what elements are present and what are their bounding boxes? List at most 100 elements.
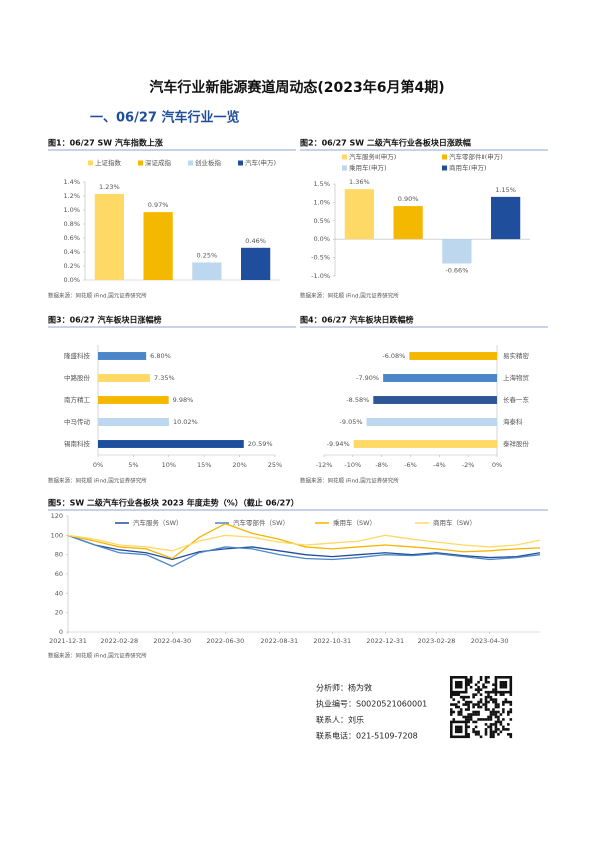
qr-cell <box>504 698 508 701</box>
qr-cell <box>464 735 468 739</box>
qr-cell <box>509 676 513 679</box>
qr-cell <box>497 733 500 736</box>
qr-cell <box>509 718 513 721</box>
qr-cell <box>487 718 490 721</box>
qr-cell <box>492 698 495 701</box>
qr-cell <box>472 695 475 699</box>
x-tick-label: 0% <box>93 461 103 469</box>
value-label: 7.35% <box>154 374 175 382</box>
qr-cell <box>499 723 503 726</box>
qr-cell <box>479 718 483 721</box>
qr-cell <box>469 713 473 716</box>
qr-cell <box>474 733 478 736</box>
qr-cell <box>484 708 488 711</box>
qr-cell <box>484 698 488 701</box>
bar <box>491 196 521 240</box>
value-label: -9.94% <box>327 440 350 448</box>
qr-cell <box>487 693 490 696</box>
qr-cell <box>452 690 456 694</box>
qr-cell <box>507 710 510 714</box>
qr-cell <box>452 693 456 696</box>
qr-cell <box>487 695 490 699</box>
qr-cell <box>484 705 488 709</box>
value-label: 20.59% <box>248 440 273 448</box>
qr-cell <box>454 685 458 689</box>
qr-cell <box>450 708 453 711</box>
qr-cell <box>484 718 488 721</box>
legend-label: 汽车服务Ⅱ(申万) <box>349 152 396 161</box>
category-label: 泰祥股份 <box>503 439 530 448</box>
qr-cell <box>509 690 513 694</box>
qr-cell <box>472 710 475 714</box>
qr-cell <box>469 718 473 721</box>
qr-cell <box>452 703 456 706</box>
qr-cell <box>464 695 468 699</box>
qr-cell <box>484 700 488 704</box>
qr-cell <box>502 683 505 687</box>
x-tick-label: -10% <box>344 461 361 469</box>
qr-cell <box>494 728 498 731</box>
qr-cell <box>497 690 500 694</box>
qr-cell <box>502 676 505 679</box>
x-tick-label: 2022-10-31 <box>313 637 351 645</box>
category-label: 上海物贸 <box>503 373 530 382</box>
qr-cell <box>487 680 490 684</box>
qr-cell <box>464 685 468 689</box>
qr-cell <box>487 725 490 729</box>
bar <box>143 212 173 280</box>
qr-cell <box>450 693 453 696</box>
qr-cell <box>464 720 468 724</box>
qr-cell <box>454 720 458 724</box>
qr-cell <box>457 710 461 714</box>
category-label: 海泰科 <box>503 417 523 426</box>
x-tick-label: -2% <box>462 461 475 469</box>
qr-cell <box>509 710 513 714</box>
legend-label: 汽车(申万) <box>245 158 276 167</box>
qr-cell <box>502 703 505 706</box>
bar <box>393 206 423 240</box>
qr-cell <box>454 705 458 709</box>
qr-cell <box>484 695 488 699</box>
qr-cell <box>462 715 465 719</box>
qr-cell <box>477 730 480 734</box>
qr-cell <box>464 715 468 719</box>
qr-cell <box>464 683 468 687</box>
qr-cell <box>492 683 495 687</box>
qr-cell <box>494 705 498 709</box>
qr-cell <box>492 713 495 716</box>
legend-label: 乘用车（SW） <box>333 518 376 527</box>
qr-cell <box>464 676 468 679</box>
qr-cell <box>497 720 500 724</box>
qr-cell <box>467 733 470 736</box>
bar <box>353 440 497 448</box>
qr-cell <box>467 725 470 729</box>
qr-cell <box>457 690 461 694</box>
value-label: 6.80% <box>150 352 171 360</box>
qr-cell <box>502 700 505 704</box>
source-note: 数据来源：同花顺 iFind,国元证券研究所 <box>48 652 147 660</box>
series-line <box>67 534 541 561</box>
qr-cell <box>477 700 480 704</box>
qr-cell <box>457 693 461 696</box>
bar <box>442 239 472 264</box>
qr-cell <box>494 720 498 724</box>
y-tick-label: 80 <box>55 551 63 559</box>
qr-cell <box>504 683 508 687</box>
y-tick-label: 1.0% <box>63 206 80 214</box>
qr-cell <box>474 693 478 696</box>
qr-cell <box>499 680 503 684</box>
qr-cell <box>467 713 470 716</box>
y-tick-label: 40 <box>55 589 63 597</box>
qr-cell <box>492 690 495 694</box>
qr-cell <box>489 730 493 734</box>
qr-cell <box>509 688 513 691</box>
series-line <box>67 523 541 560</box>
qr-cell <box>492 710 495 714</box>
qr-cell <box>502 708 505 711</box>
category-label: 锡南科技 <box>64 439 91 448</box>
category-label: 中路股份 <box>64 373 91 382</box>
qr-cell <box>462 703 465 706</box>
qr-cell <box>472 705 475 709</box>
qr-cell <box>502 710 505 714</box>
qr-cell <box>489 718 493 721</box>
